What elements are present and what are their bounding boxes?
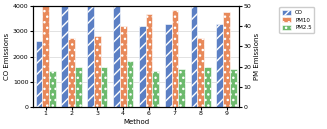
Bar [113,0,120,107]
Bar [172,10,178,107]
Bar [223,12,230,107]
Bar [230,69,237,107]
Bar [127,61,133,107]
Bar [49,71,56,107]
Bar [152,71,159,107]
Bar [101,67,108,107]
Bar [191,2,198,107]
Bar [94,36,101,107]
Bar [68,38,75,107]
Bar [198,38,204,107]
Bar [75,67,81,107]
Y-axis label: CO Emissions: CO Emissions [4,33,10,80]
Bar [87,0,94,107]
Bar [146,14,152,107]
Bar [216,24,223,107]
X-axis label: Method: Method [123,119,149,125]
Y-axis label: PM Emissions: PM Emissions [254,33,260,80]
Bar [204,67,211,107]
Bar [42,0,49,107]
Bar [178,69,185,107]
Legend: CO, PM10, PM2.5: CO, PM10, PM2.5 [280,7,315,33]
Bar [36,41,42,107]
Bar [120,26,127,107]
Bar [61,2,68,107]
Bar [139,26,146,107]
Bar [165,24,172,107]
